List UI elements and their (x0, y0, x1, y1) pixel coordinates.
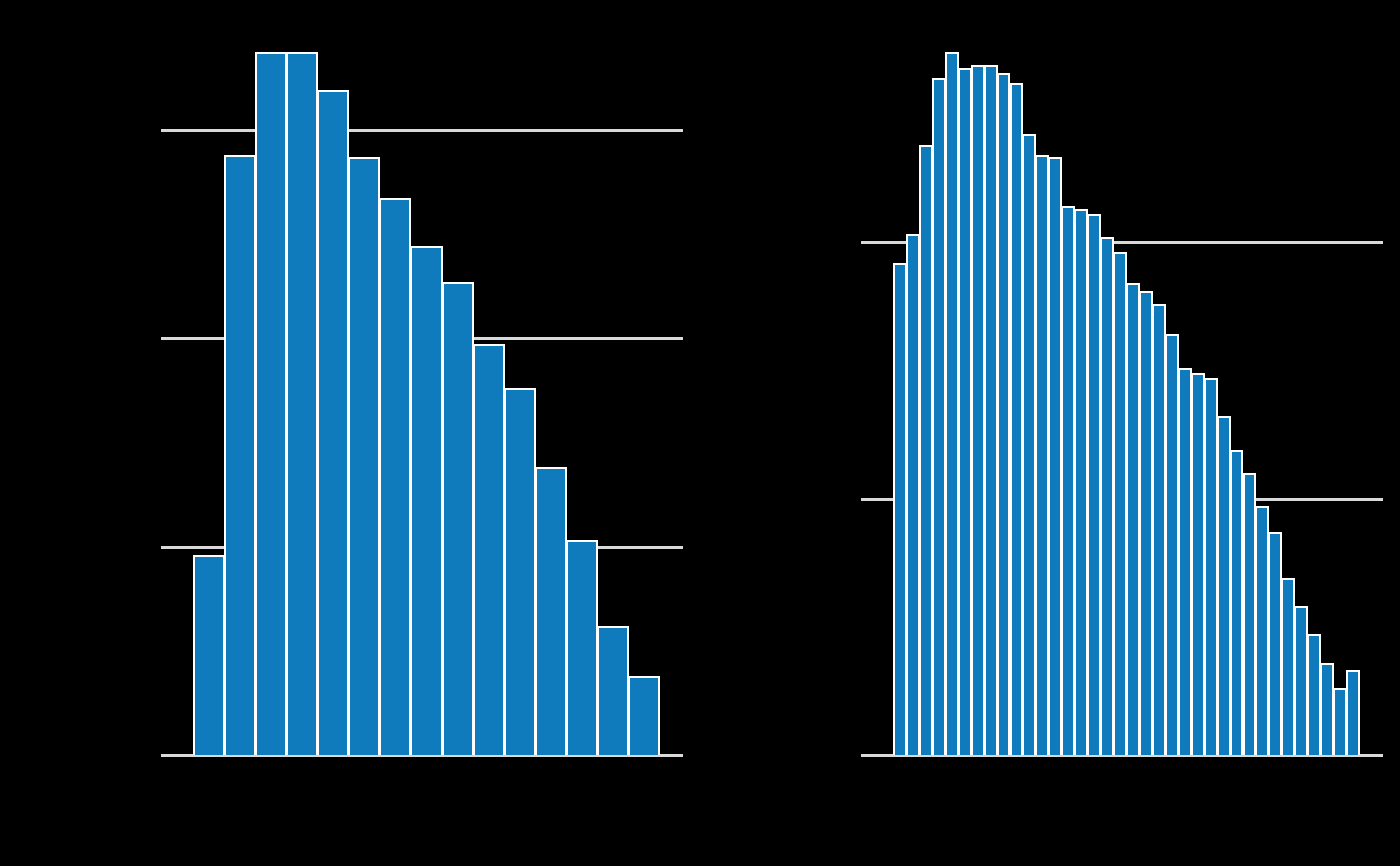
histogram-bar (193, 554, 226, 755)
histogram-bar (1229, 449, 1244, 755)
histogram-bar (1177, 367, 1192, 755)
histogram-bar (1138, 290, 1153, 755)
histogram-bar (1203, 377, 1218, 755)
histogram-bar (410, 246, 443, 755)
histogram-bar (255, 52, 288, 755)
histogram-bar (379, 198, 412, 755)
histogram-bar (905, 234, 920, 755)
histogram-bar (1190, 372, 1205, 755)
histogram-bar (503, 388, 536, 755)
histogram-bar (1294, 606, 1309, 755)
histogram-bar (957, 67, 972, 755)
histogram-bar (627, 675, 660, 755)
histogram-bar (441, 281, 474, 755)
histogram-bar (1074, 208, 1089, 755)
histogram-bar (1100, 236, 1115, 755)
histogram-bar (1087, 213, 1102, 755)
histogram-bar (534, 467, 567, 755)
histogram-bar (996, 72, 1011, 755)
histogram-bar (1061, 206, 1076, 755)
histogram-bar (472, 344, 505, 755)
histogram-bar (1242, 472, 1257, 755)
histogram-bar (1164, 334, 1179, 755)
histogram-bar (983, 65, 998, 755)
histogram-bar (1333, 688, 1348, 755)
gridline (161, 128, 683, 132)
histogram-bar (224, 154, 257, 755)
x-axis-baseline (161, 754, 683, 757)
histogram-bar (1268, 531, 1283, 755)
histogram-bar (1255, 506, 1270, 755)
histogram-bar (1048, 157, 1063, 755)
histogram-bar (286, 52, 319, 755)
histogram-bar (944, 52, 959, 755)
histogram-bar (348, 156, 381, 755)
histogram-bar (1009, 82, 1024, 755)
x-axis-baseline (861, 754, 1383, 757)
histogram-bar (1320, 662, 1335, 755)
histogram-bar (970, 65, 985, 755)
gridline (861, 241, 1383, 244)
histogram-bar (1346, 670, 1360, 755)
histogram-bar (565, 540, 598, 755)
histogram-bar (1035, 154, 1050, 755)
histogram-bar (1151, 303, 1166, 755)
histogram-bar (1307, 634, 1322, 755)
histogram-bar (1022, 134, 1037, 755)
histogram-bar (1216, 416, 1231, 755)
histogram-bar (596, 625, 629, 755)
histogram-bar (893, 262, 907, 755)
histogram-bar (317, 89, 350, 755)
histogram-bar (931, 77, 946, 755)
histogram-bar (918, 144, 933, 755)
histogram-left (161, 52, 683, 757)
histogram-bar (1126, 283, 1140, 755)
histogram-bar (1281, 578, 1296, 755)
histogram-bar (1113, 252, 1127, 755)
